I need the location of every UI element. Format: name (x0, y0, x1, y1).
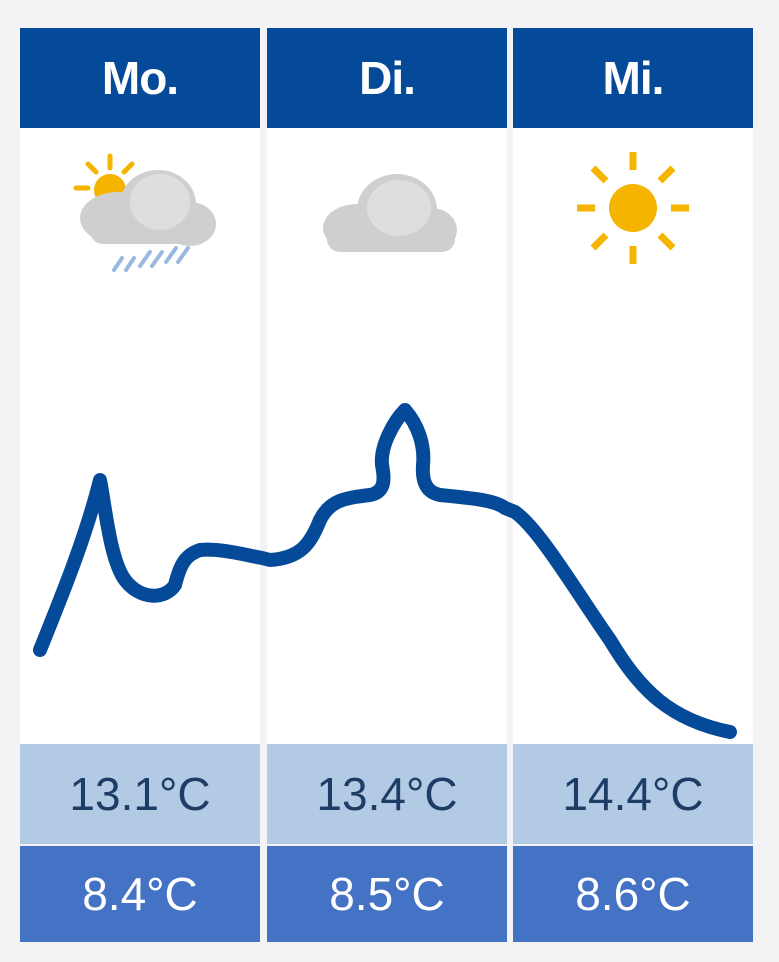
day-column-monday[interactable]: Mo. (20, 28, 260, 942)
sun-icon (577, 152, 689, 264)
day-label: Mi. (513, 28, 753, 128)
temperature-min: 8.4°C (20, 846, 260, 942)
temperature-max: 14.4°C (513, 744, 753, 844)
day-column-tuesday[interactable]: Di. 13.4°C 8.5°C (267, 28, 507, 942)
day-label: Di. (267, 28, 507, 128)
day-body (267, 128, 507, 744)
day-label: Mo. (20, 28, 260, 128)
day-body (20, 128, 260, 744)
temperature-max: 13.4°C (267, 744, 507, 844)
cloud-icon (323, 174, 457, 252)
partly-sunny-rain-icon (73, 153, 216, 272)
day-body (513, 128, 753, 744)
temperature-min: 8.5°C (267, 846, 507, 942)
temperature-min: 8.6°C (513, 846, 753, 942)
day-column-wednesday[interactable]: Mi. 14.4°C 8. (513, 28, 753, 942)
temperature-max: 13.1°C (20, 744, 260, 844)
